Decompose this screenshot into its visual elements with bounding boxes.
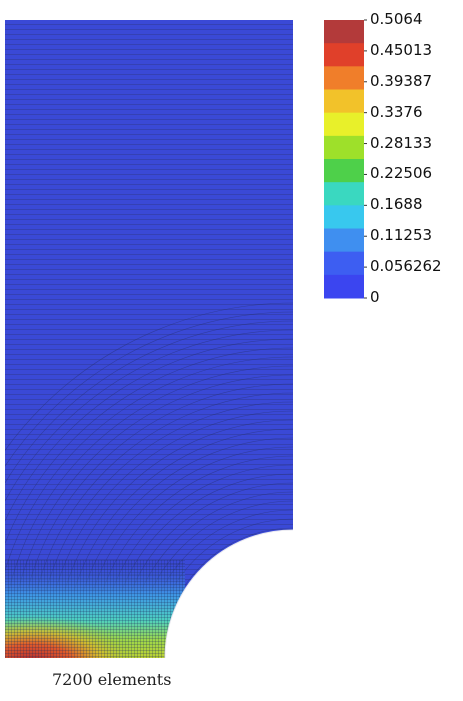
mesh-plate (5, 20, 293, 658)
colorbar-tick-label: 0.28133 (370, 133, 433, 152)
colorbar-segment (324, 20, 364, 44)
mesh-arc (5, 320, 293, 658)
mesh-arc (5, 338, 293, 658)
colorbar-segment (324, 135, 364, 160)
colorbar-tick-label: 0.1688 (370, 195, 423, 214)
mesh-arc (5, 302, 293, 658)
colorbar-tick-label: 0.056262 (370, 257, 442, 276)
figure-caption: 7200 elements (52, 670, 172, 689)
colorbar-segment (324, 205, 364, 229)
colorbar (324, 19, 367, 299)
colorbar-tick-label: 0.22506 (370, 164, 433, 183)
mesh-arc (5, 356, 293, 658)
colorbar-tick-label: 0.3376 (370, 102, 423, 121)
colorbar-segment (324, 43, 364, 67)
mesh-arc (5, 347, 293, 658)
colorbar-segment (324, 228, 364, 253)
colorbar-segment (324, 66, 364, 90)
colorbar-segment (324, 112, 364, 137)
mesh-arc (5, 329, 293, 658)
hole-edge (164, 529, 294, 659)
colorbar-segment (324, 182, 364, 206)
colorbar-segment (324, 274, 364, 299)
colorbar-tick-label: 0 (370, 288, 380, 306)
colorbar-segment (324, 251, 364, 276)
colorbar-tick-label: 0.5064 (370, 10, 423, 28)
colorbar-segment (324, 89, 364, 114)
colorbar-tick-label: 0.39387 (370, 71, 433, 90)
colorbar-segment (324, 159, 364, 183)
colorbar-tick-label: 0.45013 (370, 40, 433, 59)
colorbar-tick-label: 0.11253 (370, 226, 433, 245)
mesh-arc (5, 311, 293, 658)
